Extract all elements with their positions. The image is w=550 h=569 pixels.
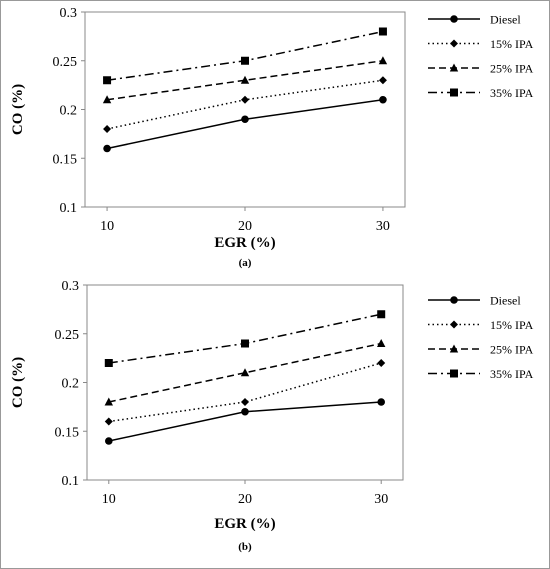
- data-point: [241, 95, 249, 104]
- series-diamond: [104, 359, 386, 426]
- y-tick-label: 0.15: [53, 152, 78, 167]
- y-tick-label: 0.15: [55, 425, 80, 440]
- legend-label: 35% IPA: [490, 86, 534, 100]
- y-tick-label: 0.25: [53, 55, 78, 70]
- x-axis-label: EGR (%): [214, 516, 275, 532]
- data-point: [241, 56, 249, 65]
- series-circle: [103, 95, 387, 153]
- series-square: [104, 310, 386, 367]
- data-point: [241, 398, 249, 406]
- x-axis-label: EGR (%): [214, 235, 275, 251]
- y-tick-label: 0.3: [62, 279, 80, 294]
- y-tick-label: 0.2: [62, 377, 80, 392]
- data-point: [103, 144, 111, 153]
- series-circle: [104, 398, 386, 445]
- data-point: [104, 417, 113, 426]
- legend: Diesel 15% IPA 25% IPA 35% IPA: [428, 13, 534, 100]
- series-triangle: [102, 56, 388, 104]
- data-point: [378, 56, 388, 65]
- plot-area: [84, 11, 406, 208]
- panel-caption: (a): [239, 257, 252, 269]
- data-point: [103, 125, 112, 133]
- data-point: [104, 359, 113, 367]
- plot-area: [86, 284, 404, 481]
- legend-marker: [450, 320, 458, 329]
- series-triangle: [104, 339, 386, 406]
- y-axis-label: CO (%): [10, 357, 26, 408]
- x-tick-label: 30: [376, 219, 390, 234]
- data-point: [102, 95, 112, 104]
- x-tick-label: 30: [374, 492, 388, 507]
- data-point: [378, 27, 387, 36]
- data-point: [103, 76, 112, 85]
- series-diamond: [103, 76, 387, 133]
- legend-marker: [450, 369, 458, 378]
- y-axis-label: CO (%): [10, 84, 26, 135]
- series-line: [108, 313, 382, 364]
- legend-marker: [450, 296, 458, 304]
- series-line: [106, 30, 384, 81]
- legend-marker: [450, 88, 458, 97]
- x-tick-label: 10: [100, 219, 114, 234]
- legend-label: Diesel: [490, 13, 521, 27]
- chart-2: 0.1 0.15 0.2 0.25 0.3 10 20 30 EGR (%) CO (%) (b) D…: [10, 279, 534, 553]
- x-tick-label: 10: [102, 492, 116, 507]
- y-tick-label: 0.2: [60, 104, 78, 119]
- data-point: [378, 76, 387, 85]
- data-point: [240, 75, 250, 84]
- legend-label: 35% IPA: [490, 367, 534, 381]
- data-point: [377, 398, 386, 406]
- data-point: [377, 310, 386, 319]
- series-line: [108, 342, 382, 403]
- legend-marker: [450, 15, 458, 23]
- x-tick-label: 20: [238, 492, 252, 507]
- legend: Diesel 15% IPA 25% IPA 35% IPA: [428, 294, 534, 381]
- series-line: [106, 99, 384, 150]
- data-point: [377, 339, 386, 347]
- x-tick-label: 20: [238, 219, 252, 234]
- series-line: [108, 401, 382, 442]
- series-square: [103, 27, 387, 85]
- legend-label: Diesel: [490, 294, 521, 308]
- legend-label: 15% IPA: [490, 37, 534, 51]
- data-point: [377, 359, 386, 367]
- series-line: [106, 60, 384, 101]
- data-point: [241, 339, 249, 348]
- legend-label: 25% IPA: [490, 343, 534, 357]
- chart-1: 0.1 0.15 0.2 0.25 0.3 10 20 30 EGR (%) CO (%) (a) D…: [10, 6, 534, 269]
- y-tick-label: 0.1: [62, 474, 80, 489]
- legend-marker: [449, 63, 459, 72]
- y-tick-label: 0.25: [55, 328, 80, 343]
- y-tick-label: 0.1: [60, 201, 78, 216]
- series-line: [108, 362, 382, 423]
- legend-label: 15% IPA: [490, 318, 534, 332]
- data-point: [379, 95, 387, 104]
- legend-marker: [449, 344, 459, 353]
- legend-marker: [450, 39, 458, 48]
- y-tick-label: 0.3: [60, 6, 78, 21]
- data-point: [104, 397, 113, 406]
- data-point: [241, 407, 249, 416]
- panel-caption: (b): [238, 541, 252, 553]
- data-point: [104, 437, 113, 445]
- data-point: [241, 115, 249, 124]
- legend-label: 25% IPA: [490, 62, 534, 76]
- data-point: [240, 368, 250, 377]
